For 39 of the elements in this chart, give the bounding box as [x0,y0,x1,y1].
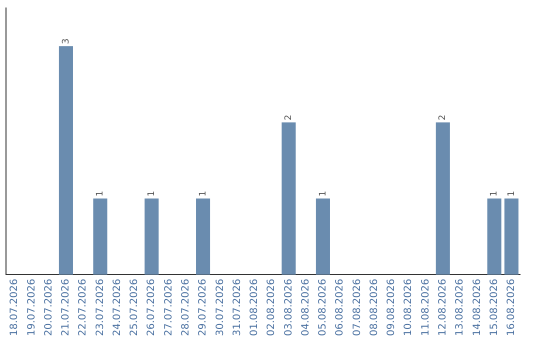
x-tick-label: 04.08.2026 [300,278,312,336]
data-label: 1 [96,190,106,197]
x-tick-label: 26.07.2026 [146,278,158,336]
x-tick-label: 16.08.2026 [506,278,518,336]
x-tick-label: 15.08.2026 [488,278,500,336]
x-tick-label: 29.07.2026 [198,278,209,336]
x-tick-label: 22.07.2026 [78,278,89,336]
x-tick-label: 08.08.2026 [368,278,380,336]
x-tick-label: 24.07.2026 [112,278,123,336]
x-tick-label: 27.07.2026 [163,278,174,336]
x-tick-label: 23.07.2026 [94,278,106,336]
data-label: 1 [198,190,208,197]
data-label: 1 [146,190,157,197]
x-tick-label: 09.08.2026 [386,278,398,336]
x-tick-label: 14.08.2026 [472,278,483,336]
x-tick-label: 28.07.2026 [180,278,192,336]
data-label: 1 [490,190,500,197]
data-label: 1 [318,190,328,197]
x-tick-label: 31.07.2026 [232,278,243,336]
x-tick-label: 20.07.2026 [43,278,54,336]
data-label: 1 [506,190,517,197]
data-label: 2 [284,114,294,120]
x-tick-label: 11.08.2026 [420,278,432,336]
x-tick-label: 10.08.2026 [403,278,414,336]
x-tick-label: 07.08.2026 [352,278,363,336]
x-tick-label: 30.07.2026 [214,278,226,336]
x-tick-label: 12.08.2026 [437,278,448,336]
x-tick-label: 06.08.2026 [334,278,346,336]
x-tick-label: 18.07.2026 [9,278,20,336]
x-tick-label: 03.08.2026 [283,278,294,336]
x-tick-label: 19.07.2026 [26,278,38,336]
x-tick-label: 25.07.2026 [129,278,140,336]
x-tick-label: 21.07.2026 [60,278,72,336]
data-label: 2 [438,114,448,120]
x-tick-label: 02.08.2026 [266,278,278,336]
x-tick-label: 01.08.2026 [249,278,260,336]
data-label: 3 [61,38,72,44]
x-tick-label: 05.08.2026 [318,278,329,336]
x-tick-label: 13.08.2026 [454,278,466,336]
